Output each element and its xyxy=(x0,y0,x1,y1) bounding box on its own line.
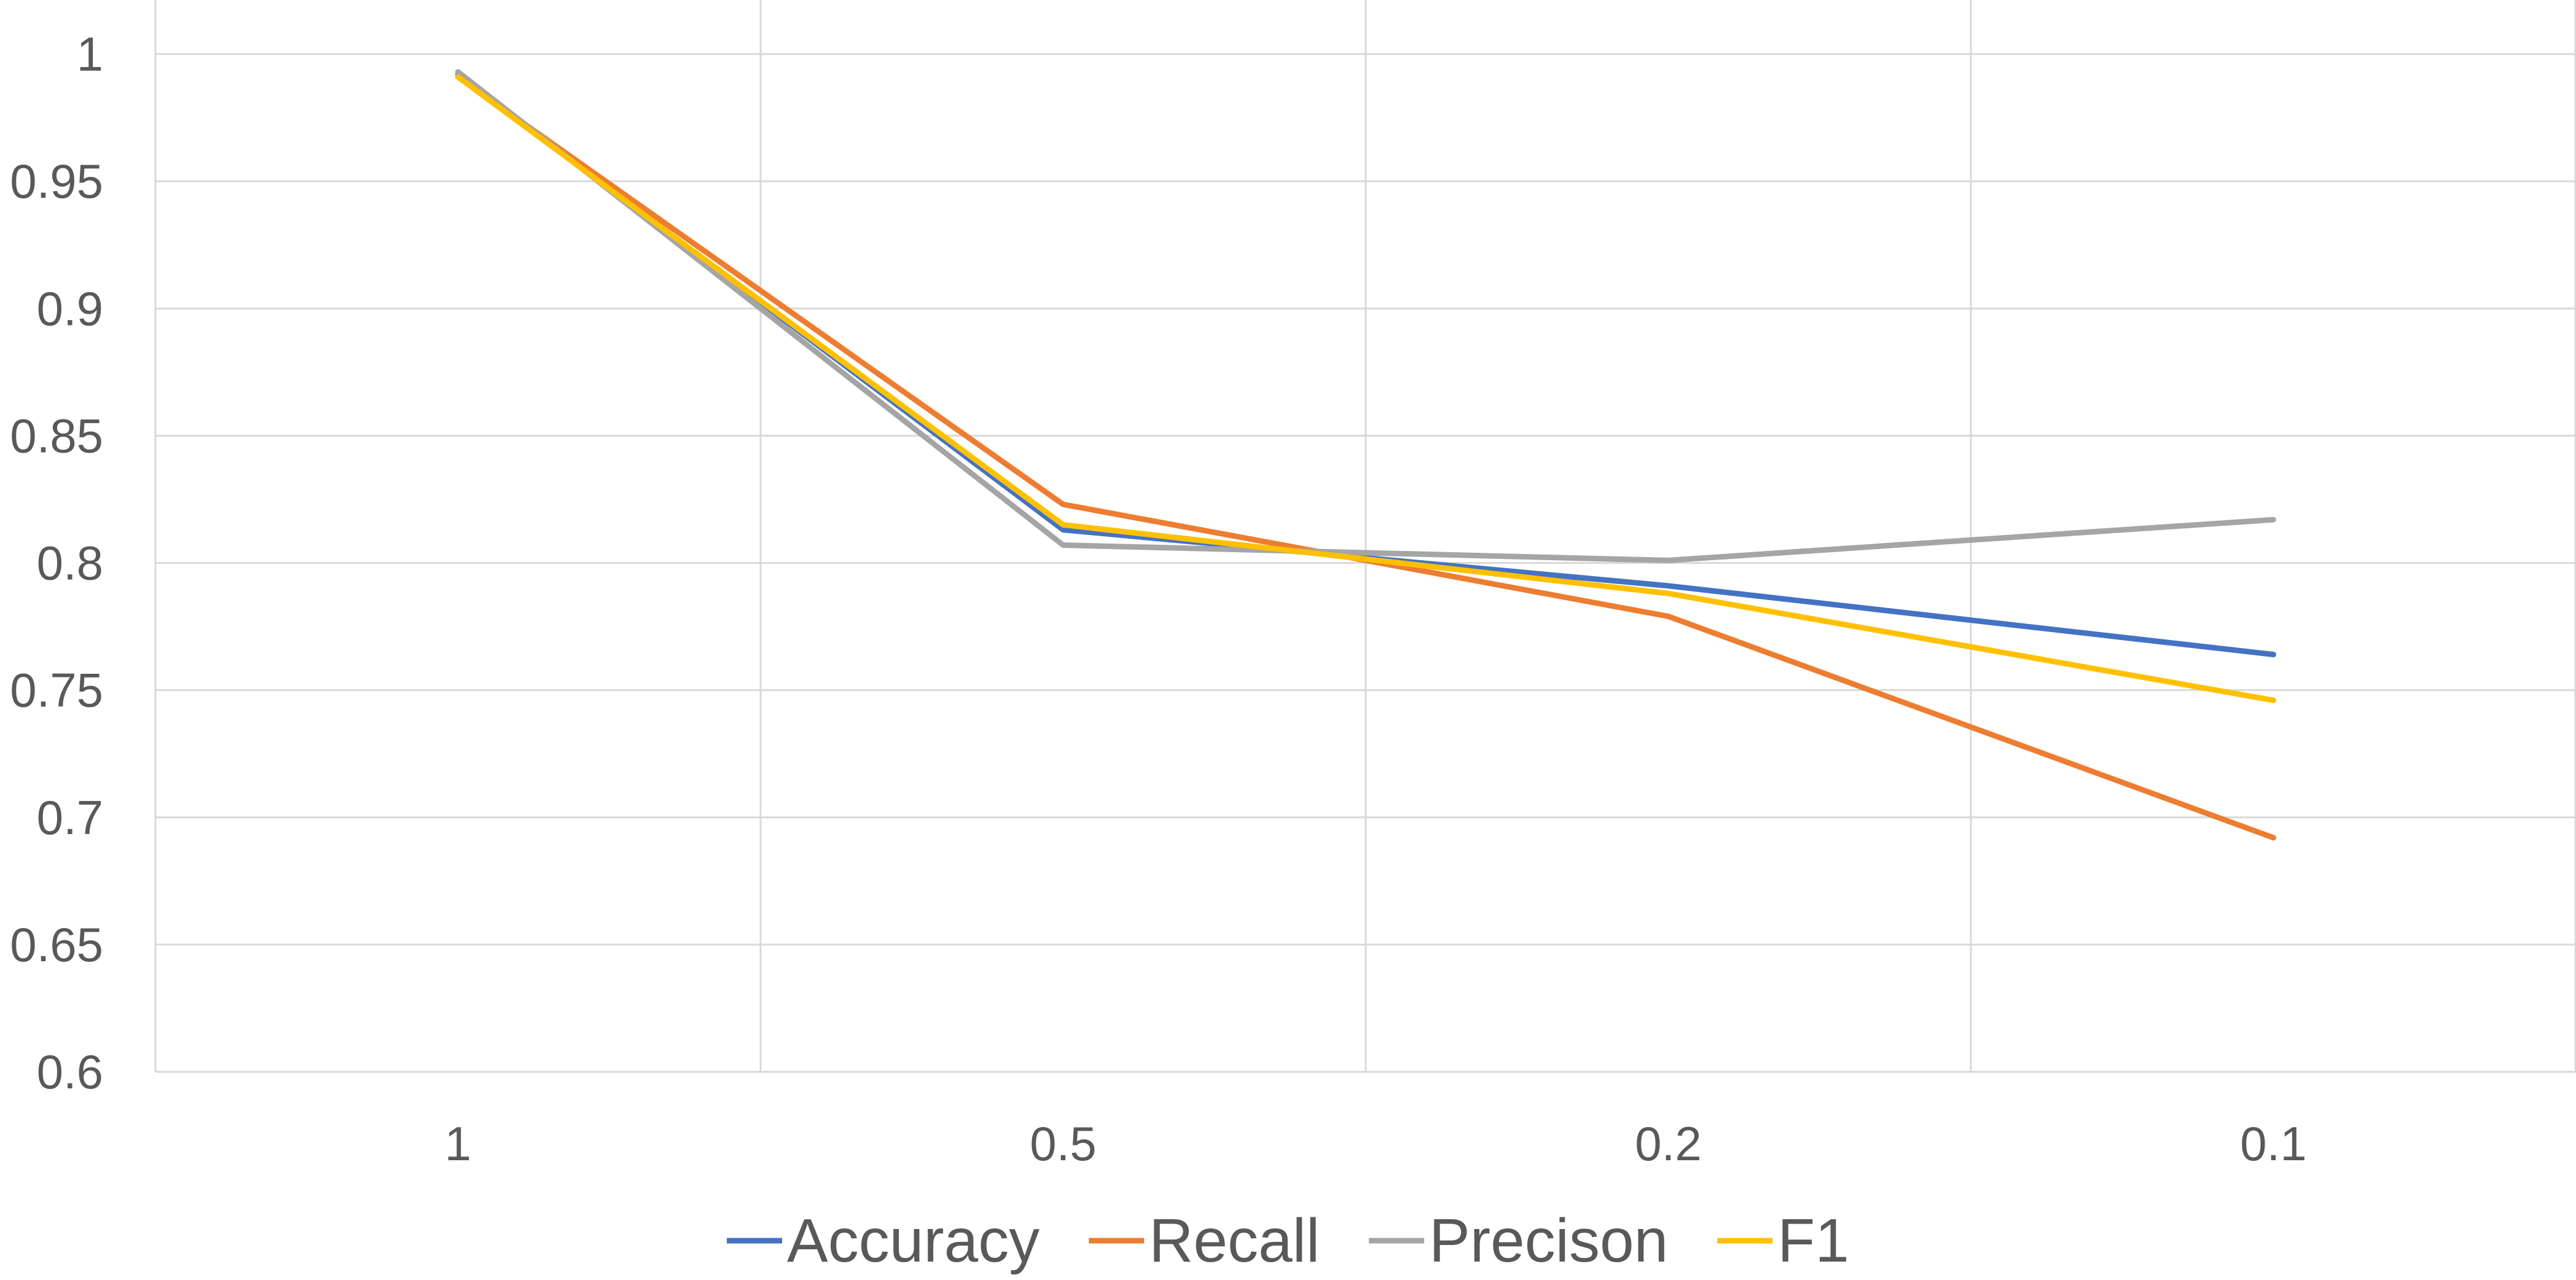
x-tick-label: 0.2 xyxy=(1635,1117,1701,1171)
y-tick-label: 0.95 xyxy=(10,154,103,208)
x-tick-label: 1 xyxy=(445,1117,471,1171)
legend-label: Accuracy xyxy=(787,1206,1039,1275)
y-tick-label: 0.85 xyxy=(10,408,103,462)
y-tick-label: 0.65 xyxy=(10,918,103,972)
legend-item-f1: F1 xyxy=(1717,1206,1849,1275)
x-axis-tick-labels: 1 0.5 0.2 0.1 xyxy=(445,1117,2307,1171)
legend-label: Precison xyxy=(1429,1206,1668,1275)
series-line-f1 xyxy=(455,74,2276,703)
y-tick-label: 0.7 xyxy=(37,790,103,845)
axes xyxy=(154,0,2576,1073)
x-tick-label: 0.1 xyxy=(2240,1117,2306,1171)
legend-item-recall: Recall xyxy=(1089,1206,1320,1275)
legend-label: F1 xyxy=(1777,1206,1849,1275)
legend-item-accuracy: Accuracy xyxy=(727,1206,1039,1275)
grid-lines xyxy=(155,0,2576,1072)
y-tick-label: 0.75 xyxy=(10,663,103,717)
series-lines xyxy=(455,69,2276,841)
y-tick-label: 0.8 xyxy=(37,536,103,590)
legend-item-precison: Precison xyxy=(1369,1206,1668,1275)
y-axis-tick-labels: 0.6 0.65 0.7 0.75 0.8 0.85 0.9 0.95 1 xyxy=(10,27,103,1099)
x-tick-label: 0.5 xyxy=(1030,1117,1096,1171)
y-tick-label: 0.9 xyxy=(37,281,103,335)
y-tick-label: 1 xyxy=(77,27,103,81)
legend-label: Recall xyxy=(1149,1206,1320,1275)
series-line-precison xyxy=(455,69,2276,563)
y-tick-label: 0.6 xyxy=(37,1045,103,1099)
legend: Accuracy Recall Precison F1 xyxy=(727,1206,1849,1275)
